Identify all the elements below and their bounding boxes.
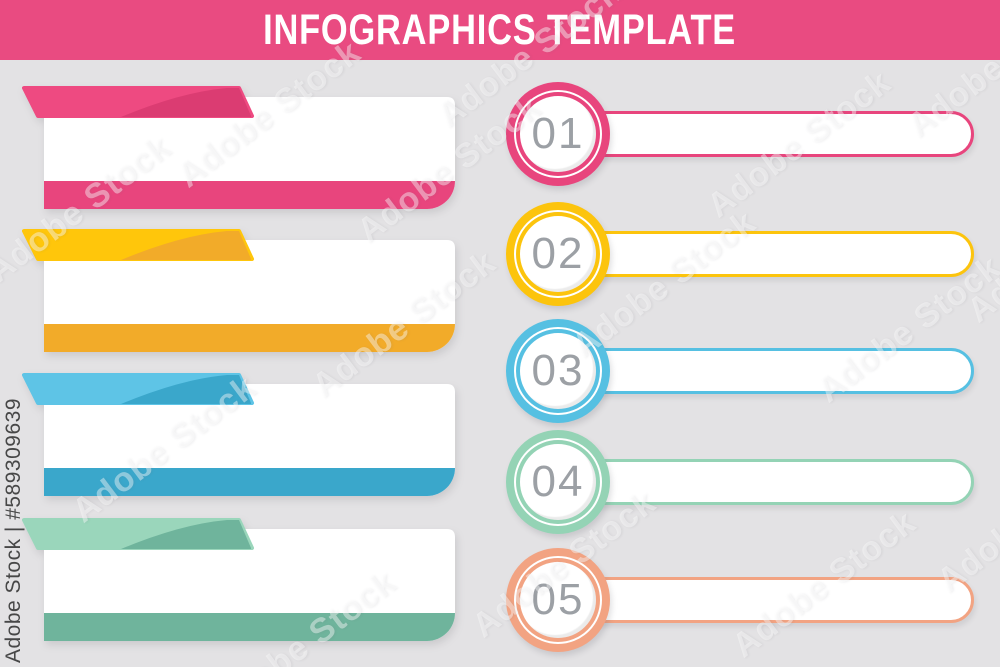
step-pill <box>560 231 974 277</box>
step-number: 01 <box>520 96 596 172</box>
step-circle: 04 <box>506 430 610 534</box>
step-item-1: 01 <box>506 82 976 186</box>
step-pill <box>560 459 974 505</box>
card-tab-swoosh <box>121 520 251 549</box>
step-pill <box>560 348 974 394</box>
title-banner: INFOGRAPHICS TEMPLATE <box>0 0 1000 60</box>
card-tab-swoosh <box>121 88 251 117</box>
step-item-2: 02 <box>506 202 976 306</box>
card-shape <box>22 373 455 496</box>
step-number: 03 <box>520 333 596 409</box>
step-item-4: 04 <box>506 430 976 534</box>
step-pill <box>560 111 974 157</box>
card-bottom-bar <box>44 181 455 209</box>
step-circle: 03 <box>506 319 610 423</box>
step-pill <box>560 577 974 623</box>
step-circle: 01 <box>506 82 610 186</box>
card-bottom-bar <box>44 613 455 641</box>
card-shape <box>22 86 455 209</box>
card-teal <box>21 518 461 648</box>
card-bottom-bar <box>44 468 455 496</box>
card-shape <box>22 518 455 641</box>
page-title: INFOGRAPHICS TEMPLATE <box>263 5 737 54</box>
card-blue <box>21 373 461 503</box>
card-bottom-bar <box>44 324 455 352</box>
step-item-3: 03 <box>506 319 976 423</box>
card-tab-swoosh <box>121 231 251 260</box>
step-number: 05 <box>520 562 596 638</box>
card-tab-swoosh <box>121 375 251 404</box>
card-yellow <box>21 229 461 359</box>
card-pink <box>21 86 461 216</box>
card-shape <box>22 229 455 352</box>
step-number: 04 <box>520 444 596 520</box>
step-number: 02 <box>520 216 596 292</box>
step-circle: 02 <box>506 202 610 306</box>
step-circle: 05 <box>506 548 610 652</box>
step-item-5: 05 <box>506 548 976 652</box>
